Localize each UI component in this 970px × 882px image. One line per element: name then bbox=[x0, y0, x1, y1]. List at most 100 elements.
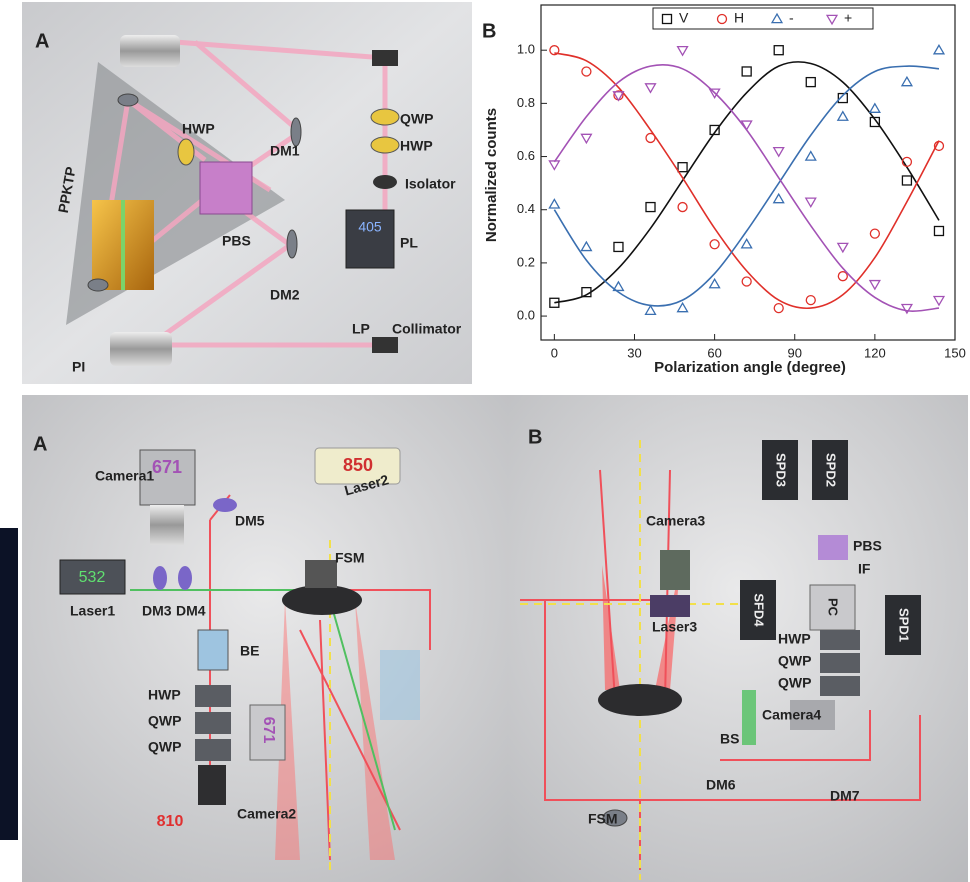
figure: A HWP QWP HWP DM1 Isolator PPKTP PBS 405… bbox=[0, 0, 970, 882]
display: 671 bbox=[152, 457, 182, 477]
label: Camera2 bbox=[237, 806, 296, 822]
telescope bbox=[282, 585, 362, 615]
label: DM4 bbox=[176, 603, 206, 619]
collimator bbox=[120, 35, 180, 67]
panel-label: A bbox=[33, 433, 47, 455]
label: Isolator bbox=[405, 176, 456, 192]
fiber-coupler bbox=[372, 337, 398, 353]
label: LP bbox=[352, 321, 370, 337]
x-tick-label: 90 bbox=[788, 345, 802, 360]
label: PBS bbox=[222, 233, 251, 249]
x-tick-label: 60 bbox=[707, 345, 721, 360]
x-tick-label: 30 bbox=[627, 345, 641, 360]
y-tick-label: 0.4 bbox=[517, 201, 535, 216]
legend-label: H bbox=[734, 10, 744, 26]
lens-tube bbox=[380, 650, 420, 720]
y-axis-label: Normalized counts bbox=[483, 108, 500, 242]
label: FSM bbox=[588, 811, 618, 827]
setup-bottom-right: B SPD3 SPD2 Camera3 PBS IF Laser3 SFD4 P… bbox=[508, 395, 968, 882]
hwp bbox=[371, 137, 399, 153]
label: Laser1 bbox=[70, 603, 115, 619]
qwp bbox=[820, 653, 860, 673]
y-tick-label: 1.0 bbox=[517, 42, 535, 57]
hwp bbox=[820, 630, 860, 650]
camera3 bbox=[660, 550, 690, 590]
label: PBS bbox=[853, 538, 882, 554]
label: DM1 bbox=[270, 143, 300, 159]
label: QWP bbox=[400, 111, 433, 127]
display: 671 bbox=[260, 717, 277, 744]
dm3 bbox=[153, 566, 167, 590]
edge-strip bbox=[0, 528, 18, 840]
setup-bottom-left: A Camera1 671 850 Laser2 DM5 FSM 532 Las… bbox=[22, 395, 508, 882]
label: QWP bbox=[148, 713, 181, 729]
label: SFD4 bbox=[752, 593, 767, 627]
pbs bbox=[818, 535, 848, 560]
label: FSM bbox=[335, 550, 365, 566]
label: BE bbox=[240, 643, 259, 659]
qwp bbox=[195, 712, 231, 734]
legend-label: V bbox=[679, 10, 689, 26]
panel-label: A bbox=[35, 30, 49, 52]
label: HWP bbox=[400, 138, 433, 154]
be bbox=[198, 630, 228, 670]
hwp bbox=[195, 685, 231, 707]
x-tick-label: 150 bbox=[944, 345, 966, 360]
qwp bbox=[820, 676, 860, 696]
mirror bbox=[118, 94, 138, 106]
green-beam bbox=[742, 690, 756, 745]
plot-frame bbox=[541, 5, 955, 340]
camera1-lens bbox=[150, 505, 184, 545]
x-tick-label: 120 bbox=[864, 345, 886, 360]
fiber-coupler bbox=[372, 50, 398, 66]
y-tick-label: 0.2 bbox=[517, 254, 535, 269]
fsm bbox=[305, 560, 337, 588]
label: SPD3 bbox=[774, 453, 789, 487]
dm4 bbox=[178, 566, 192, 590]
label: Camera3 bbox=[646, 513, 705, 529]
label: 810 bbox=[157, 813, 184, 830]
label: DM5 bbox=[235, 513, 265, 529]
y-tick-label: 0.8 bbox=[517, 95, 535, 110]
label: Laser3 bbox=[652, 619, 697, 635]
label: QWP bbox=[778, 653, 811, 669]
display: 405 bbox=[358, 219, 382, 235]
panel-label: B bbox=[528, 426, 542, 448]
label: HWP bbox=[778, 631, 811, 647]
qwp bbox=[371, 109, 399, 125]
hwp bbox=[178, 139, 194, 165]
dm5 bbox=[213, 498, 237, 512]
label: Collimator bbox=[392, 321, 462, 337]
y-tick-label: 0.6 bbox=[517, 148, 535, 163]
x-tick-label: 0 bbox=[551, 345, 558, 360]
label: HWP bbox=[148, 687, 181, 703]
label: DM6 bbox=[706, 777, 736, 793]
mirror bbox=[88, 279, 108, 291]
telescope bbox=[598, 684, 682, 716]
panel-label: B bbox=[482, 20, 496, 42]
dm2 bbox=[287, 230, 297, 258]
label: DM3 bbox=[142, 603, 172, 619]
pbs-cube bbox=[200, 162, 252, 214]
qwp bbox=[195, 739, 231, 761]
label: DM2 bbox=[270, 287, 300, 303]
legend-label: + bbox=[844, 10, 852, 26]
label: SPD1 bbox=[897, 608, 912, 642]
fiber bbox=[198, 765, 226, 805]
isolator bbox=[373, 175, 397, 189]
y-tick-label: 0.0 bbox=[517, 308, 535, 323]
display: 850 bbox=[343, 455, 373, 475]
setup-top: A HWP QWP HWP DM1 Isolator PPKTP PBS 405… bbox=[22, 2, 472, 384]
label: PI bbox=[72, 359, 85, 375]
label: HWP bbox=[182, 121, 215, 137]
label: PL bbox=[400, 235, 418, 251]
laser3 bbox=[650, 595, 690, 617]
label: Camera1 bbox=[95, 468, 154, 484]
label: BS bbox=[720, 731, 739, 747]
legend-label: - bbox=[789, 10, 794, 26]
label: DM7 bbox=[830, 788, 860, 804]
display: 532 bbox=[79, 569, 106, 586]
x-axis-label: Polarization angle (degree) bbox=[654, 359, 846, 376]
label: SPD2 bbox=[824, 453, 839, 487]
collimator bbox=[110, 332, 172, 366]
